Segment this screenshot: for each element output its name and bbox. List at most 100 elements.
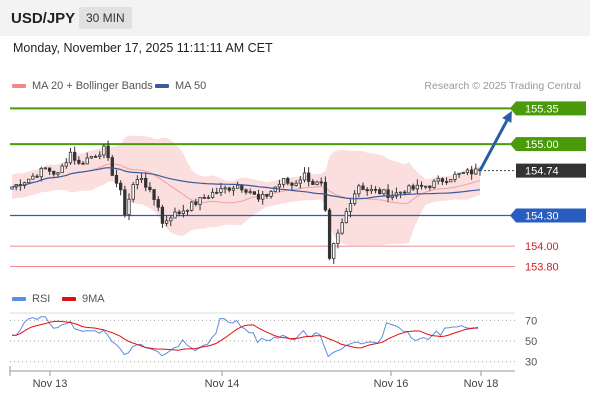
candle (319, 181, 323, 184)
candle (35, 175, 39, 178)
candle (424, 185, 428, 188)
rsi-ma-swatch (62, 297, 76, 302)
projection-arrow-head (502, 110, 512, 123)
candle (290, 182, 294, 186)
candle (152, 189, 156, 200)
candle (81, 162, 85, 165)
legend-rsi-ma-label: 9MA (82, 293, 105, 305)
legend-rsi: RSI (12, 293, 50, 305)
candle (378, 189, 382, 195)
candle (302, 172, 307, 181)
candle (357, 185, 361, 195)
level-box-pointer (510, 137, 516, 152)
level-box-154.30 (516, 208, 586, 223)
candle (411, 185, 415, 190)
candle (56, 172, 60, 175)
legend-bollinger: MA 20 + Bollinger Bands (12, 80, 153, 92)
date-label: Monday, November 17, 2025 11:11:11 AM CE… (13, 41, 273, 55)
candle (106, 145, 110, 158)
level-box-pointer (510, 101, 516, 116)
candle (311, 181, 315, 185)
candle (77, 159, 81, 164)
candle (332, 243, 336, 259)
candle (298, 179, 302, 184)
legend-rsi-ma: 9MA (62, 293, 105, 305)
candle (110, 157, 114, 176)
level-label-155.00: 155.00 (525, 139, 559, 151)
candle (244, 189, 248, 193)
candle (114, 174, 119, 184)
candle (98, 154, 102, 158)
rsi-swatch (12, 297, 26, 302)
candle (407, 185, 411, 194)
candle (160, 206, 165, 224)
candle (190, 201, 194, 211)
candle (344, 211, 348, 224)
level-box-155.00 (516, 137, 586, 152)
level-label-153.80: 153.80 (525, 262, 559, 274)
candle (206, 196, 211, 199)
rsi-tick-30: 30 (525, 357, 537, 369)
candle (365, 189, 369, 192)
candle (369, 188, 373, 192)
candle (428, 185, 432, 188)
candle (398, 191, 403, 194)
level-box-155.35 (516, 101, 586, 116)
candle (240, 184, 244, 191)
candle (419, 184, 424, 187)
candle (139, 177, 144, 180)
level-box-154.74 (516, 163, 586, 178)
candle (123, 189, 127, 216)
candle (444, 181, 449, 183)
candle (164, 220, 169, 224)
candle (286, 178, 290, 184)
legend-bollinger-label: MA 20 + Bollinger Bands (32, 80, 153, 92)
candle (340, 222, 344, 234)
candle (382, 189, 386, 195)
candle (135, 179, 139, 185)
candle (85, 157, 89, 165)
rsi-tick-50: 50 (525, 336, 537, 348)
candle (390, 195, 394, 198)
candle (47, 167, 52, 172)
timeframe-button[interactable]: 30 MIN (79, 7, 132, 29)
projection-arrow (478, 119, 509, 172)
candle (73, 151, 77, 161)
legend-ma50: MA 50 (155, 80, 206, 92)
candle (461, 172, 465, 174)
rsi-tick-70: 70 (525, 315, 537, 327)
candle (323, 181, 328, 211)
candle (315, 181, 319, 185)
candle (93, 156, 98, 158)
candle (261, 194, 265, 200)
candle (181, 210, 185, 214)
candle (470, 169, 474, 175)
x-tick-label: Nov 13 (33, 378, 68, 390)
candle (177, 211, 181, 214)
candle (223, 187, 227, 190)
candle (436, 178, 440, 182)
candle (144, 177, 148, 188)
candle (227, 187, 231, 191)
candle (294, 182, 298, 186)
candle (173, 211, 177, 219)
legend-rsi-label: RSI (32, 293, 51, 305)
candle (198, 197, 202, 205)
x-tick-label: Nov 18 (464, 378, 499, 390)
level-label-154.00: 154.00 (525, 241, 559, 253)
candle (39, 168, 43, 178)
candle (281, 178, 286, 185)
candle (252, 191, 256, 195)
ma50-line (11, 167, 481, 200)
candle (64, 162, 68, 167)
candle (194, 201, 198, 205)
candle (440, 178, 445, 182)
level-box-pointer (510, 208, 516, 223)
candle (127, 198, 131, 216)
level-label-154.30: 154.30 (525, 211, 559, 223)
candle (10, 186, 14, 190)
x-tick-label: Nov 16 (374, 378, 409, 390)
rsi-ma-line (12, 320, 479, 351)
